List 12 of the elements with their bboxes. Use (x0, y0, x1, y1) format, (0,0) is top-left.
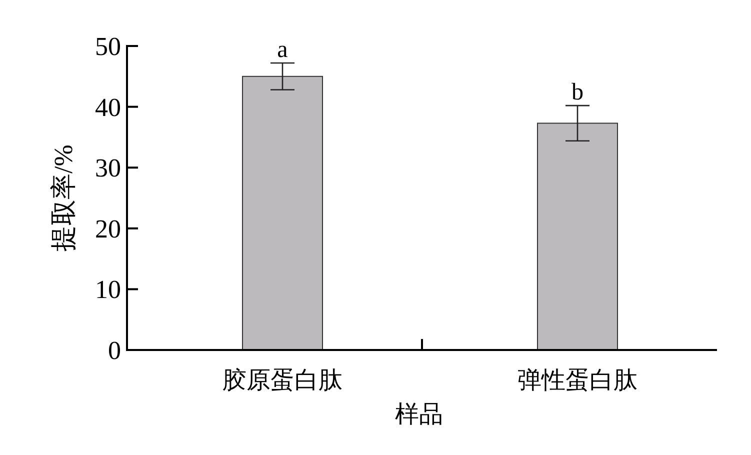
x-axis-title: 样品 (395, 402, 443, 428)
y-tick-label: 20 (95, 214, 121, 244)
annotation: a (277, 37, 288, 64)
y-axis-title: 提取率/% (49, 144, 78, 252)
y-tick-label: 40 (95, 92, 121, 122)
y-tick-label: 10 (95, 275, 121, 304)
y-tick-label: 50 (95, 32, 121, 61)
y-tick-label: 30 (95, 154, 121, 183)
x-tick-label: 胶原蛋白肽 (222, 367, 342, 394)
annotation: b (572, 80, 584, 106)
y-tick-label: 0 (108, 336, 121, 365)
x-tick-label: 弹性蛋白肽 (518, 368, 638, 394)
